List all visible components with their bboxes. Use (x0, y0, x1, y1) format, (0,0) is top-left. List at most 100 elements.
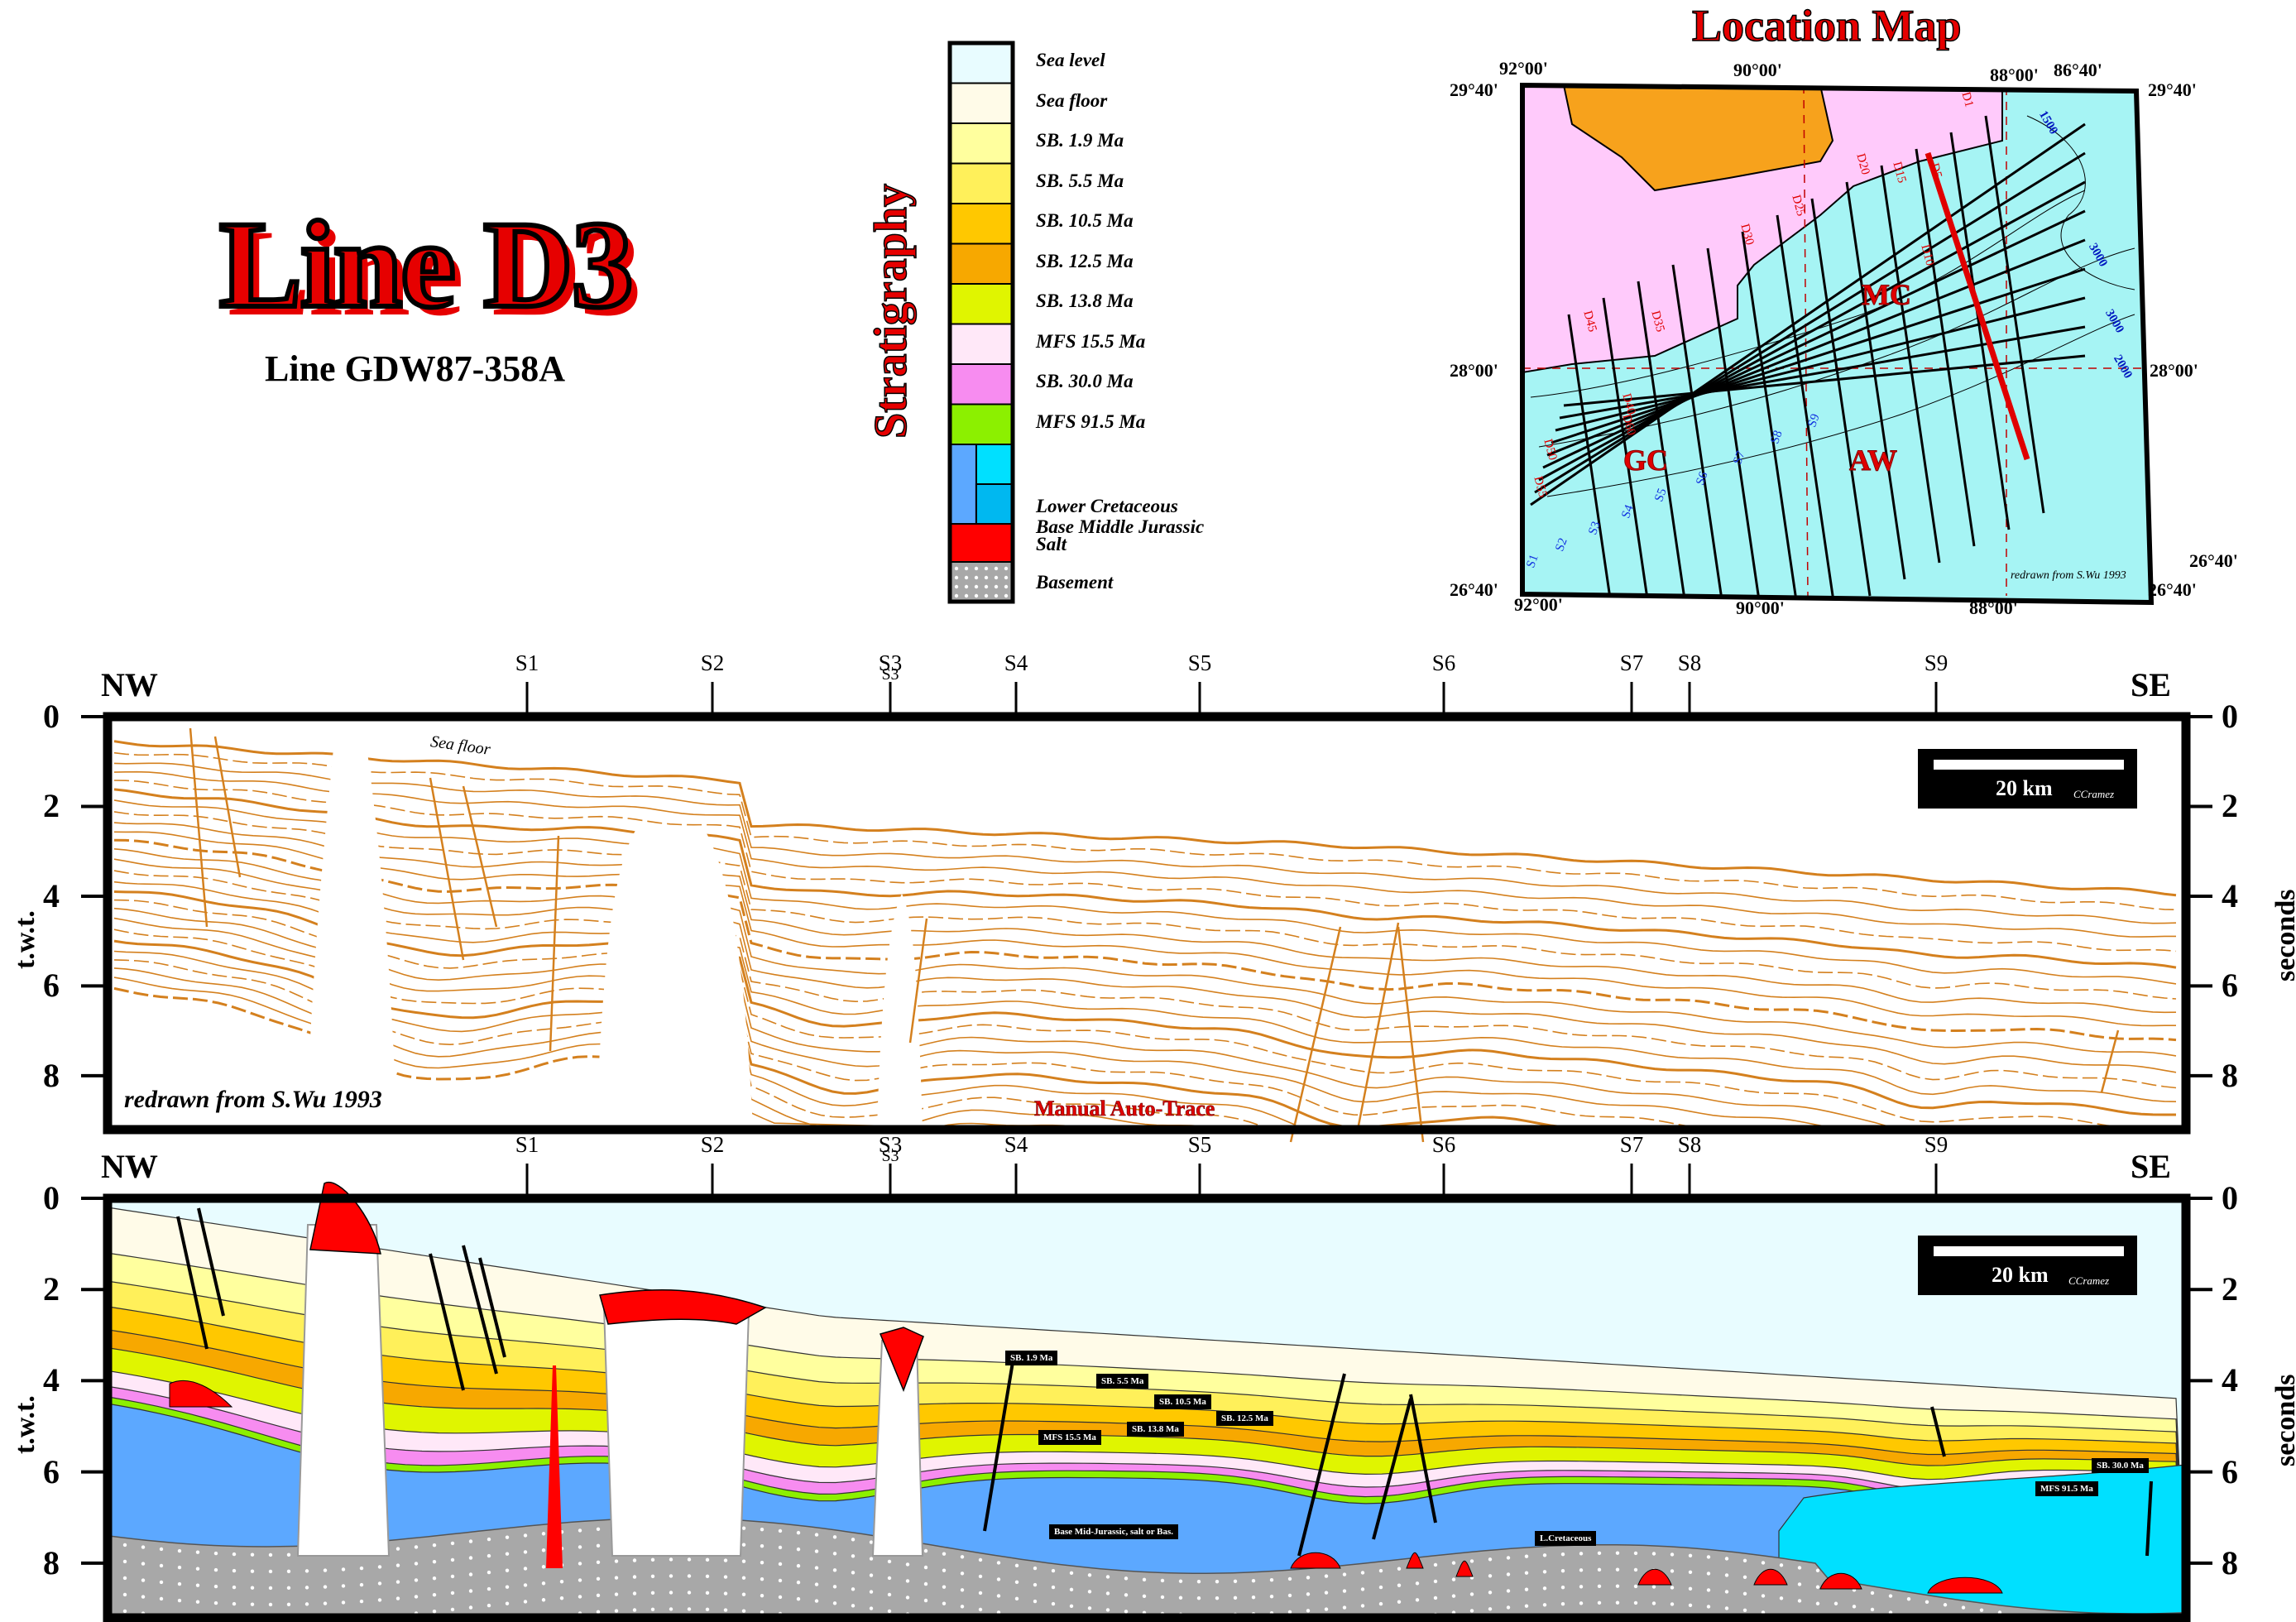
y-tick-label-left: 2 (43, 787, 60, 825)
interpreted-fault (1930, 1406, 1946, 1457)
strat-layer-jurassic (1778, 1464, 2187, 1619)
y-tick-label-right: 4 (2222, 876, 2238, 914)
map-coord-label: 90°00' (1733, 60, 1782, 80)
map-region-label: GC (1623, 444, 1669, 477)
interpreted-fault (1297, 1373, 1346, 1557)
y-axis-title-left: t.w.t. (10, 1394, 41, 1454)
map-dip-line (1810, 198, 1872, 597)
autotrace-fault (549, 835, 560, 1052)
autotrace-horizon (113, 907, 1887, 1127)
y-tick-label-right: 6 (2222, 1452, 2238, 1490)
salt-remnant (1290, 1552, 1341, 1569)
scale-box (1918, 749, 2137, 809)
y-tick-label-left: 8 (43, 1056, 60, 1094)
scale-credit: CCramez (2073, 788, 2115, 800)
map-dip-line (1741, 231, 1802, 602)
y-axis-title-right: seconds (2270, 889, 2296, 981)
strike-tie-label-extra: S3 (881, 665, 899, 684)
map-frame (1520, 82, 2155, 606)
page-title: Line D3 (217, 196, 636, 334)
horizon-label: SB. 13.8 Ma (1127, 1422, 1184, 1437)
strike-tie-label: S2 (700, 650, 725, 675)
salt-pillow (169, 1380, 233, 1408)
autotrace-horizon (113, 917, 1829, 1128)
autotrace-fault (213, 736, 242, 878)
legend-item-label: SB. 30.0 Ma (1036, 371, 1134, 391)
map-dip-line (1567, 314, 1628, 602)
interpreted-fault (1372, 1398, 1412, 1540)
map-dip-line (1602, 297, 1663, 602)
map-strike-line (1530, 122, 2086, 506)
map-coord-label: 86°40' (2054, 60, 2102, 80)
map-coord-label: 92°00' (1499, 58, 1548, 79)
y-tick-label-right: 4 (2222, 1361, 2238, 1399)
salt-remnant (1927, 1576, 2003, 1594)
section-credit: redrawn from S.Wu 1993 (124, 1086, 382, 1113)
salt-remnant (1819, 1572, 1862, 1590)
map-strike-line (1534, 151, 2086, 494)
autotrace-horizon (113, 740, 2177, 897)
autotrace-fault (429, 777, 465, 961)
strike-tie-label: S1 (515, 1132, 539, 1157)
strike-tie-label: S3 (878, 1132, 903, 1157)
autotrace-fault (1397, 926, 1425, 1143)
autotrace-horizon (113, 899, 2119, 1128)
autotrace-horizon (113, 762, 2177, 924)
map-dip-line (1637, 281, 1698, 602)
legend-item-label: MFS 91.5 Ma (1036, 410, 1146, 432)
autotrace-fault (1289, 926, 1342, 1143)
y-tick-label-left: 4 (43, 1361, 60, 1399)
map-strike-line (1555, 296, 2086, 432)
autotrace-horizon (113, 799, 2177, 985)
map-dip-line (1915, 148, 1976, 547)
autotrace-fault (908, 918, 928, 1044)
autotrace-horizon (113, 788, 2177, 969)
horizon-label: Base Mid-Jurassic, salt or Bas. (1049, 1524, 1179, 1539)
autotrace-horizon (113, 770, 2176, 938)
interpreted-fault (176, 1216, 209, 1350)
map-dip-line (1706, 247, 1767, 602)
map-strike-line (1559, 325, 2086, 420)
nw-label: NW (101, 1148, 158, 1185)
map-dip-line (1880, 165, 1941, 564)
map-dip-line (1949, 132, 2011, 530)
map-coord-label: 28°00' (2150, 360, 2198, 381)
se-label: SE (2131, 1148, 2171, 1185)
map-strike-line (1551, 267, 2086, 444)
y-tick-label-right: 2 (2222, 787, 2238, 825)
horizon-label: SB. 12.5 Ma (1216, 1411, 1273, 1426)
horizon-label: L.Cretaceous (1535, 1531, 1597, 1546)
legend-item-label: SB. 10.5 Ma (1036, 210, 1134, 231)
strike-tie-label: S8 (1677, 1132, 1702, 1157)
horizon-label: MFS 91.5 Ma (2035, 1481, 2098, 1496)
scale-bar (1934, 1246, 2124, 1256)
autotrace-horizon (113, 848, 2177, 1057)
map-dip-line (1776, 214, 1837, 602)
legend-item-label: SB. 12.5 Ma (1036, 250, 1134, 271)
stratigraphic-fill (107, 1198, 2187, 1619)
scale-label: 20 km (1996, 776, 2053, 800)
strike-tie-label-extra: S3 (881, 1147, 899, 1165)
autotrace-horizon (113, 780, 2177, 953)
y-tick-label-left: 0 (43, 698, 60, 735)
map-credit: redrawn from S.Wu 1993 (2011, 569, 2126, 582)
map-region-label: AW (1848, 444, 1898, 477)
page-subtitle: Line GDW87-358A (265, 348, 565, 389)
scale-box (1918, 1236, 2137, 1295)
map-coord-label: 29°40' (1450, 79, 1498, 100)
autotrace-horizon (113, 890, 2176, 1116)
autotrace-fault (189, 727, 209, 928)
y-tick-label-right: 6 (2222, 967, 2238, 1005)
y-tick-label-left: 2 (43, 1270, 60, 1308)
map-coord-label: 92°00' (1514, 594, 1563, 615)
legend-item-label: SB. 5.5 Ma (1036, 170, 1124, 191)
salt-remnant (1753, 1568, 1788, 1586)
y-axis-title-left: t.w.t. (10, 909, 41, 969)
y-tick-label-left: 6 (43, 967, 60, 1005)
legend-item-label: Sea level (1036, 50, 1105, 70)
map-strike-line (1538, 180, 2086, 482)
strike-tie-label: S4 (1004, 1132, 1028, 1157)
map-coord-label: 29°40' (2148, 79, 2197, 100)
